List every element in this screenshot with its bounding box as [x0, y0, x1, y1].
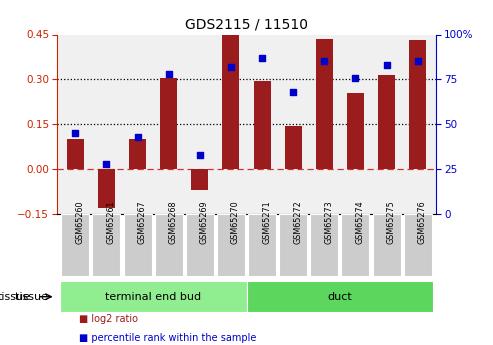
Bar [67, 139, 84, 169]
Bar [253, 81, 271, 169]
Bar [191, 169, 209, 190]
Bar [316, 39, 333, 169]
Text: ■ percentile rank within the sample: ■ percentile rank within the sample [79, 333, 256, 343]
Bar [93, 214, 120, 276]
Title: GDS2115 / 11510: GDS2115 / 11510 [185, 18, 308, 32]
Point [134, 134, 141, 139]
Text: GSM65272: GSM65272 [293, 200, 302, 244]
Text: GSM65269: GSM65269 [200, 200, 209, 244]
Bar [404, 214, 432, 276]
Text: ■ log2 ratio: ■ log2 ratio [79, 314, 138, 324]
Point [71, 130, 79, 136]
Text: GSM65260: GSM65260 [75, 200, 84, 244]
Bar [248, 214, 276, 276]
Bar [61, 214, 89, 276]
Bar [284, 126, 302, 169]
Text: GSM65273: GSM65273 [324, 200, 333, 244]
Text: GSM65274: GSM65274 [355, 200, 364, 244]
Point [165, 71, 173, 77]
Text: GSM65271: GSM65271 [262, 200, 271, 244]
Point [320, 59, 328, 64]
Bar [373, 214, 400, 276]
Point [352, 75, 359, 80]
Bar [378, 75, 395, 169]
Text: GSM65275: GSM65275 [387, 200, 395, 244]
Bar [129, 139, 146, 169]
Bar [124, 214, 152, 276]
Bar [347, 93, 364, 169]
Bar [246, 281, 433, 312]
Bar [409, 40, 426, 169]
Text: GSM65270: GSM65270 [231, 200, 240, 244]
Point [258, 55, 266, 61]
Point [103, 161, 110, 166]
Point [227, 64, 235, 70]
Point [196, 152, 204, 157]
Bar [60, 281, 246, 312]
Bar [217, 214, 245, 276]
Bar [341, 214, 369, 276]
Text: terminal end bud: terminal end bud [105, 292, 201, 302]
Text: tissue: tissue [15, 292, 52, 302]
Bar [186, 214, 214, 276]
Bar [98, 169, 115, 208]
Bar [279, 214, 307, 276]
Point [383, 62, 390, 68]
Point [414, 59, 422, 64]
Text: GSM65267: GSM65267 [138, 200, 146, 244]
Point [289, 89, 297, 95]
Text: GSM65268: GSM65268 [169, 200, 177, 244]
Bar [160, 78, 177, 169]
Text: GSM65276: GSM65276 [418, 200, 426, 244]
Text: GSM65261: GSM65261 [106, 200, 115, 244]
Bar [155, 214, 183, 276]
Bar [310, 214, 338, 276]
Text: duct: duct [327, 292, 352, 302]
Bar [222, 33, 240, 169]
Text: tissue: tissue [0, 292, 31, 302]
